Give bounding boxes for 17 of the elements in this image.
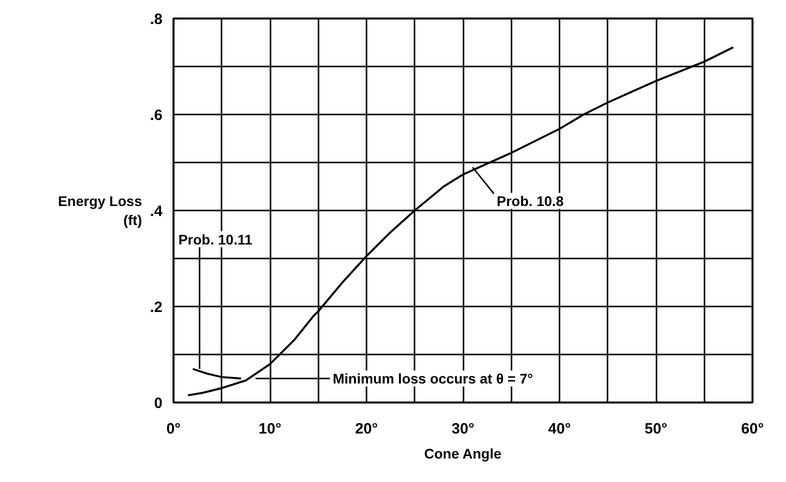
y-axis-title: Energy Loss (ft) [58, 192, 142, 228]
x-tick-label: 20° [355, 420, 378, 438]
y-tick-label: 0 [154, 395, 162, 412]
y-tick-label: .2 [150, 299, 163, 316]
annotation: Prob. 10.8 [496, 192, 564, 209]
x-tick-label: 0° [166, 420, 181, 438]
x-tick-label: 50° [644, 420, 668, 438]
y-tick-label: .4 [150, 203, 164, 220]
y-tick-label: .6 [150, 107, 163, 124]
x-tick-label: 10° [258, 420, 282, 438]
annotation: Prob. 10.11 [178, 231, 252, 248]
x-tick-label: 30° [452, 420, 474, 438]
annotation: Minimum loss occurs at θ = 7° [332, 370, 534, 386]
x-axis-title: Cone Angle [424, 446, 502, 462]
y-tick-label: .8 [150, 11, 163, 28]
x-tick-label: 40° [548, 420, 571, 438]
x-tick-label: 60° [741, 420, 764, 438]
